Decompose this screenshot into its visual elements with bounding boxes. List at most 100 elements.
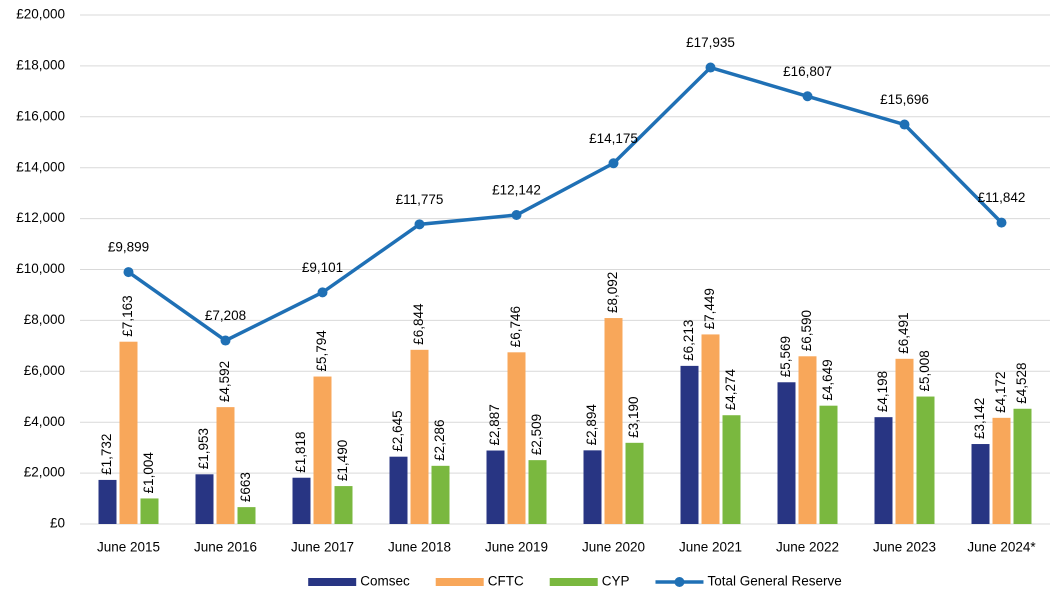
legend-swatch: [549, 578, 598, 586]
y-tick-label: £10,000: [16, 261, 65, 276]
bar-value-label: £2,887: [487, 404, 502, 445]
bar: [777, 382, 796, 524]
bar-value-label: £3,142: [972, 398, 987, 439]
line-value-label: £9,101: [302, 260, 343, 275]
bar: [98, 479, 117, 524]
line-point: [608, 158, 619, 169]
legend-swatch: [674, 577, 685, 587]
x-tick-label: June 2020: [582, 540, 645, 555]
legend-label: Total General Reserve: [707, 574, 841, 589]
bar: [140, 498, 159, 524]
bar-value-label: £1,818: [293, 431, 308, 472]
bar-value-label: £4,198: [875, 371, 890, 412]
bar: [313, 376, 332, 524]
bar: [819, 405, 838, 524]
x-tick-label: June 2021: [679, 540, 742, 555]
bar: [431, 465, 450, 524]
line: [127, 65, 1003, 343]
line-value-label: £11,842: [978, 190, 1026, 205]
bar-value-label: £4,649: [820, 359, 835, 400]
bar: [722, 415, 741, 524]
legend-label: CFTC: [488, 574, 524, 589]
bar: [292, 477, 311, 524]
bar-value-label: £2,645: [390, 410, 405, 451]
y-tick-label: £18,000: [16, 57, 65, 72]
y-tick-label: £6,000: [24, 363, 65, 378]
x-tick-label: June 2022: [776, 540, 839, 555]
bar-value-label: £6,746: [508, 306, 523, 347]
bar-value-label: £663: [238, 472, 253, 502]
y-tick-label: £2,000: [24, 465, 65, 480]
y-tick-label: £0: [50, 516, 65, 531]
y-tick-label: £16,000: [16, 108, 65, 123]
line-value-label: £7,208: [205, 308, 246, 323]
x-tick-label: June 2018: [388, 540, 451, 555]
line-point: [123, 267, 134, 278]
legend-swatch: [308, 578, 357, 586]
line-value-label: £14,175: [589, 131, 638, 146]
bar: [528, 460, 547, 524]
y-tick-label: £4,000: [24, 414, 65, 429]
legend-label: CYP: [602, 574, 630, 589]
bar-value-label: £3,190: [626, 397, 641, 438]
x-tick-label: June 2015: [97, 540, 160, 555]
bar: [583, 450, 602, 524]
bar: [216, 407, 235, 524]
bar-value-label: £6,844: [411, 303, 426, 345]
bar-value-label: £4,172: [993, 372, 1008, 413]
bar-value-label: £5,008: [917, 350, 932, 391]
bar-value-label: £6,590: [799, 310, 814, 351]
line-value-label: £17,935: [686, 35, 735, 50]
bar-value-label: £1,490: [335, 440, 350, 481]
bar: [119, 341, 138, 524]
line-point: [414, 219, 425, 230]
bar: [992, 417, 1011, 524]
bar: [680, 365, 699, 524]
bar-value-label: £2,286: [432, 420, 447, 461]
bar: [389, 456, 408, 524]
bar: [916, 396, 935, 524]
bar: [237, 507, 256, 524]
bar: [1013, 408, 1032, 524]
line-point: [220, 335, 231, 346]
x-tick-label: June 2019: [485, 540, 548, 555]
y-tick-label: £8,000: [24, 312, 65, 327]
x-tick-label: June 2023: [873, 540, 936, 555]
x-tick-label: June 2017: [291, 540, 354, 555]
legend-label: Comsec: [360, 574, 410, 589]
x-tick-label: June 2024*: [967, 540, 1036, 555]
bar-value-label: £8,092: [605, 272, 620, 313]
bar: [195, 474, 214, 524]
bar-value-label: £4,528: [1014, 362, 1029, 403]
bar-value-label: £6,491: [896, 313, 911, 354]
bar: [798, 356, 817, 524]
line-value-label: £12,142: [492, 183, 541, 198]
bar-value-label: £1,004: [141, 452, 156, 494]
x-tick-label: June 2016: [194, 540, 257, 555]
line-point: [511, 209, 522, 220]
bar-value-label: £4,592: [217, 361, 232, 402]
bar-value-label: £7,449: [702, 288, 717, 329]
bar-value-label: £5,794: [314, 330, 329, 372]
bar: [874, 417, 893, 524]
legend: Comsec CFTC CYP Total General Reserve: [308, 574, 842, 589]
line-value-label: £16,807: [783, 64, 832, 79]
bar-value-label: £1,732: [99, 434, 114, 475]
bar: [625, 442, 644, 524]
bar: [334, 486, 353, 524]
bar-value-label: £1,953: [196, 428, 211, 469]
y-tick-label: £14,000: [16, 159, 65, 174]
line-point: [705, 62, 716, 73]
bar-value-label: £2,509: [529, 414, 544, 455]
bar-value-label: £7,163: [120, 295, 135, 336]
bar-value-label: £4,274: [723, 368, 738, 410]
line-value-label: £9,899: [108, 240, 149, 255]
line-value-label: £15,696: [880, 92, 929, 107]
bar: [971, 444, 990, 524]
bar: [507, 352, 526, 524]
line-point: [317, 287, 328, 298]
bar-value-label: £6,213: [681, 320, 696, 361]
y-tick-label: £20,000: [16, 7, 65, 22]
line-point: [802, 91, 813, 102]
